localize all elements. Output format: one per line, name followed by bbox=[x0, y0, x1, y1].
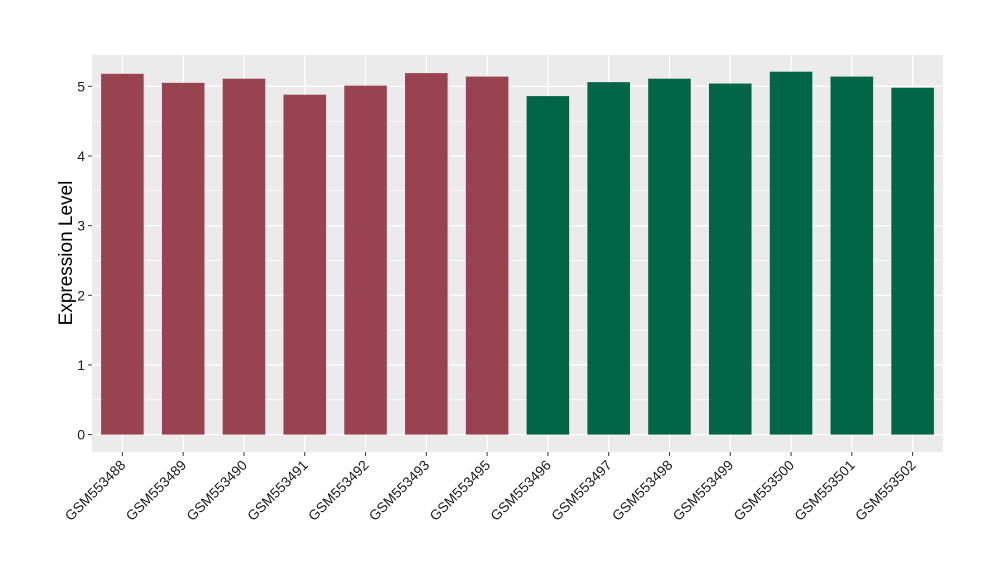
x-tick-label: GSM553490 bbox=[183, 457, 250, 524]
bar-GSM553489 bbox=[161, 82, 205, 435]
bar-GSM553496 bbox=[526, 96, 570, 435]
bar-GSM553492 bbox=[344, 85, 387, 435]
y-tick-label: 4 bbox=[77, 148, 85, 164]
y-axis-title: Expression Level bbox=[56, 181, 77, 326]
x-tick-label: GSM553500 bbox=[730, 457, 797, 524]
x-axis: GSM553488GSM553489GSM553490GSM553491GSM5… bbox=[62, 452, 919, 524]
bar-GSM553498 bbox=[648, 78, 691, 435]
bar-GSM553502 bbox=[891, 87, 934, 435]
x-tick-label: GSM553497 bbox=[548, 457, 615, 524]
x-tick-label: GSM553498 bbox=[609, 457, 676, 524]
bar-GSM553493 bbox=[405, 73, 448, 435]
bar-GSM553500 bbox=[769, 71, 813, 435]
bar-GSM553501 bbox=[830, 76, 874, 435]
plot-panel bbox=[92, 55, 943, 452]
x-tick-label: GSM553495 bbox=[426, 457, 493, 524]
bar-GSM553491 bbox=[283, 94, 327, 435]
y-tick-label: 0 bbox=[77, 427, 85, 443]
x-tick-label: GSM553491 bbox=[244, 457, 311, 524]
bar-GSM553499 bbox=[708, 83, 752, 435]
x-tick-label: GSM553502 bbox=[852, 457, 919, 524]
x-tick-label: GSM553489 bbox=[122, 457, 189, 524]
x-tick-label: GSM553492 bbox=[305, 457, 372, 524]
y-tick-label: 5 bbox=[77, 78, 85, 94]
x-tick-label: GSM553493 bbox=[366, 457, 433, 524]
bar-GSM553497 bbox=[587, 82, 630, 435]
bars bbox=[101, 71, 934, 435]
y-tick-label: 2 bbox=[77, 287, 85, 303]
y-axis: 0 1 2 3 4 5 bbox=[77, 78, 92, 443]
x-tick-label: GSM553496 bbox=[487, 457, 554, 524]
bar-GSM553488 bbox=[101, 73, 144, 435]
y-tick-label: 3 bbox=[77, 218, 85, 234]
bar-GSM553495 bbox=[465, 76, 509, 435]
x-tick-label: GSM553501 bbox=[791, 457, 858, 524]
x-tick-label: GSM553499 bbox=[669, 457, 736, 524]
y-tick-label: 1 bbox=[77, 357, 85, 373]
bar-GSM553490 bbox=[222, 78, 266, 435]
x-tick-label: GSM553488 bbox=[62, 457, 129, 524]
